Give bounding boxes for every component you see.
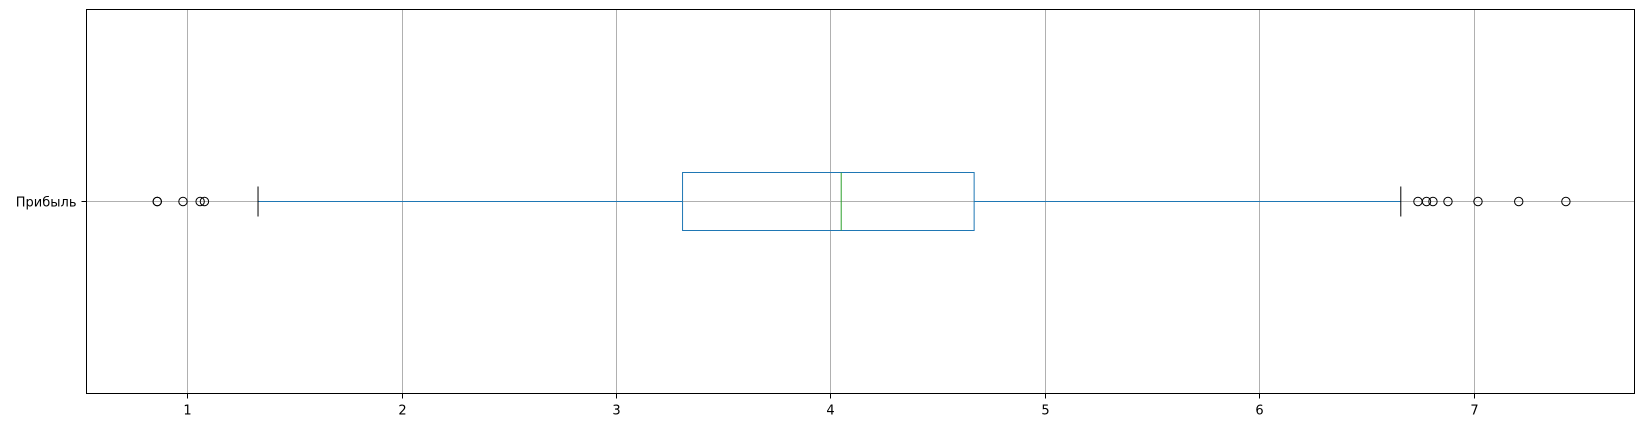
- box-iqr: [682, 172, 975, 231]
- outlier-point: [1561, 196, 1571, 207]
- x-tick-label: 4: [826, 404, 834, 419]
- outlier-point: [178, 196, 188, 207]
- x-tick-label: 5: [1041, 404, 1049, 419]
- x-tick-label: 7: [1470, 404, 1478, 419]
- x-tick-label: 1: [183, 404, 191, 419]
- outlier-point: [1428, 196, 1438, 207]
- outlier-point: [1514, 196, 1524, 207]
- outlier-point: [1473, 196, 1483, 207]
- y-axis-categories: Прибыль: [16, 196, 87, 211]
- x-axis-ticks: 1 2 3 4 5 6 7: [183, 393, 1479, 419]
- outlier-point: [195, 196, 205, 207]
- outlier-point: [1443, 196, 1453, 207]
- x-tick-label: 2: [398, 404, 406, 419]
- outlier-point: [1421, 196, 1432, 207]
- box-plot: [152, 172, 1571, 231]
- category-label: Прибыль: [16, 196, 77, 211]
- x-tick-label: 6: [1255, 404, 1263, 419]
- x-tick-label: 3: [612, 404, 620, 419]
- outlier-point: [152, 196, 162, 207]
- outlier-point: [199, 196, 210, 207]
